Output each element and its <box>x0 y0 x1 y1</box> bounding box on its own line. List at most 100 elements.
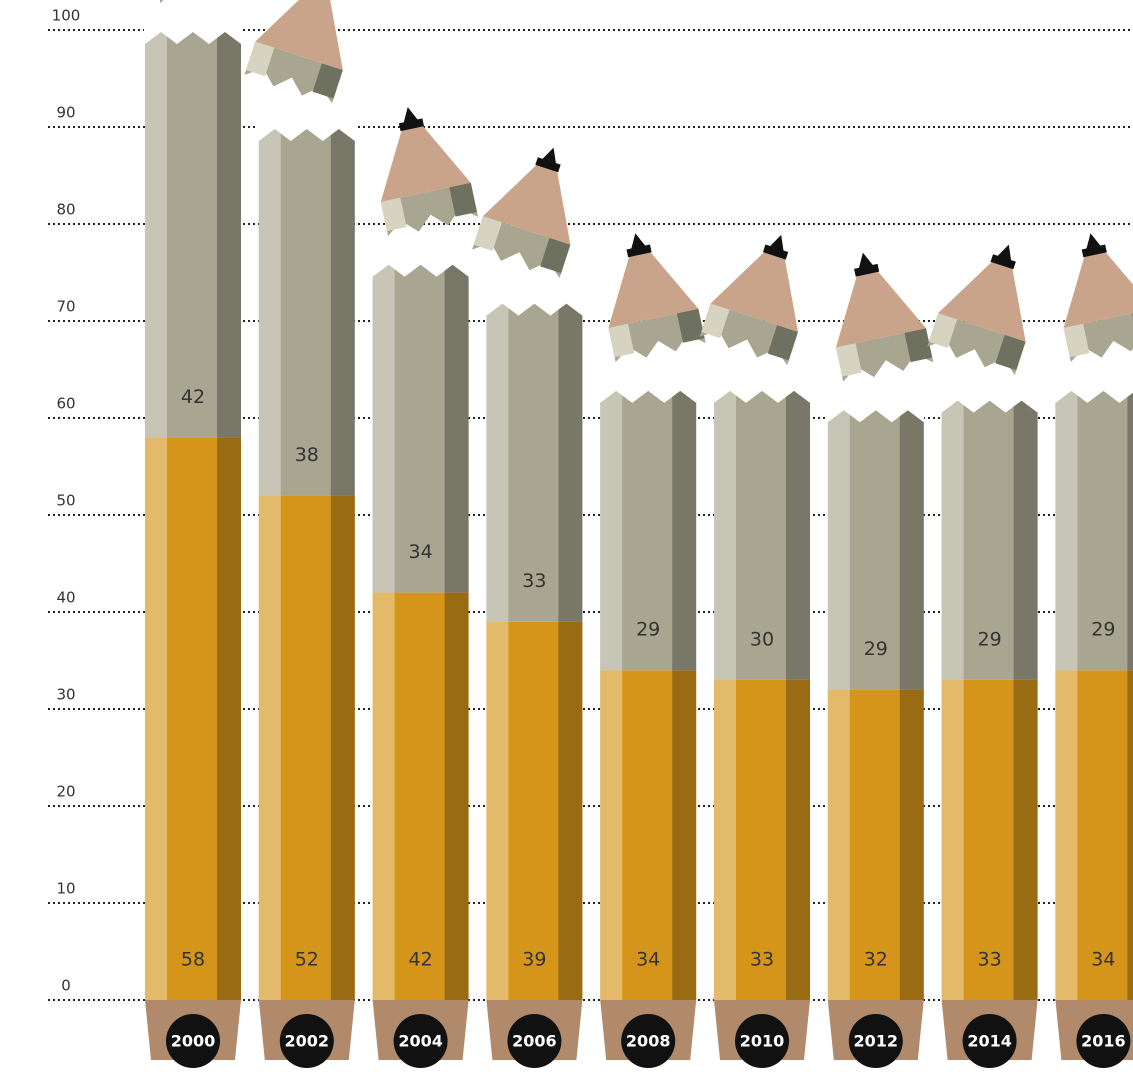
tip-collar-light <box>928 313 958 348</box>
broken-edge <box>143 16 243 44</box>
tip-collar-light <box>246 41 275 77</box>
x-tick-label: 2012 <box>854 1032 899 1051</box>
bar-highlight <box>486 301 509 622</box>
broken-edge <box>712 374 812 403</box>
bar-highlight <box>258 495 281 1000</box>
value-label: 30 <box>750 628 774 650</box>
value-label: 38 <box>295 444 319 466</box>
year-badge <box>621 1014 676 1068</box>
bar-segment <box>486 301 583 622</box>
bar-segment <box>1055 670 1133 1000</box>
bar-shadow <box>672 670 697 1000</box>
year-badge <box>279 1014 334 1068</box>
bar-segment <box>827 689 924 1000</box>
y-tick-label: 80 <box>56 201 75 219</box>
bar-shadow <box>1127 388 1133 671</box>
year-badge <box>848 1014 903 1068</box>
value-label: 29 <box>636 619 660 641</box>
bar-segment <box>941 398 1038 680</box>
tip-collar-dark <box>449 182 478 217</box>
broken-edge <box>484 287 585 316</box>
bar-highlight <box>1055 388 1078 671</box>
pencil-tip <box>472 147 571 278</box>
pencil: 52 38 2002 <box>244 0 357 1068</box>
pencil-tip <box>927 244 1026 375</box>
bar-highlight <box>600 670 623 1000</box>
tip-collar-light <box>701 303 730 339</box>
year-badge <box>962 1014 1017 1068</box>
bar-highlight <box>145 30 167 438</box>
value-label: 39 <box>522 949 546 971</box>
pencil: 32 29 2012 <box>825 252 934 1068</box>
broken-edge <box>1053 374 1133 403</box>
x-tick-label: 2000 <box>171 1032 216 1051</box>
bar-highlight <box>714 388 736 680</box>
x-tick-label: 2014 <box>967 1032 1012 1051</box>
bar-segment <box>1055 388 1133 671</box>
tip-collar-light <box>836 343 862 377</box>
bar-shadow <box>330 495 355 1000</box>
bar-segment <box>827 408 924 690</box>
bar-shadow <box>672 388 697 671</box>
pencil-tip <box>608 233 706 363</box>
tip-collar-dark <box>312 63 343 99</box>
y-tick-label: 20 <box>56 783 75 801</box>
tip-lead-band <box>762 244 789 260</box>
tip-wood <box>255 0 343 70</box>
broken-edge <box>825 394 926 423</box>
year-badge <box>735 1014 789 1068</box>
value-label: 32 <box>864 949 888 971</box>
x-tick-label: 2010 <box>740 1032 785 1051</box>
tip-wood <box>836 270 926 348</box>
bar-segment <box>600 388 697 671</box>
bar-highlight <box>941 398 964 680</box>
y-tick-label: 100 <box>52 7 81 25</box>
pencil-tip <box>1063 233 1133 363</box>
bar-shadow <box>558 301 583 622</box>
tip-lead-band <box>398 118 425 132</box>
tip-lead-band <box>854 263 880 277</box>
y-tick-label: 70 <box>56 298 75 316</box>
bar-highlight <box>372 262 395 593</box>
value-label: 29 <box>978 628 1002 650</box>
value-label: 29 <box>864 638 888 660</box>
bar-highlight <box>372 592 395 1000</box>
bar-segment <box>714 388 810 680</box>
y-tick-label: 10 <box>56 880 75 898</box>
pencil-tip <box>699 234 799 366</box>
tip-wood <box>482 163 571 245</box>
bar-highlight <box>145 437 167 1000</box>
pencil: 34 29 2008 <box>598 233 706 1068</box>
year-badge <box>507 1014 562 1068</box>
bar-segment <box>372 592 469 1000</box>
value-label: 33 <box>750 949 774 971</box>
y-tick-label: 40 <box>56 589 75 607</box>
y-tick-label: 90 <box>56 104 75 122</box>
value-label: 34 <box>636 949 660 971</box>
bar-shadow <box>786 679 810 1000</box>
tip-wood <box>710 250 799 332</box>
tip-collar-dark <box>676 308 705 343</box>
bar-shadow <box>1127 670 1133 1000</box>
value-label: 58 <box>181 949 205 971</box>
bar-shadow <box>444 592 469 1000</box>
bar-highlight <box>827 689 850 1000</box>
broken-edge <box>939 384 1040 413</box>
year-badge <box>1076 1014 1131 1068</box>
tip-collar-light <box>380 197 407 232</box>
tip-collar-dark <box>995 334 1026 371</box>
bar-highlight <box>258 127 281 496</box>
tip-lead-band <box>1081 244 1107 258</box>
tip-collar-dark <box>540 237 571 274</box>
bar-segment <box>258 127 355 496</box>
bar-segment <box>714 679 810 1000</box>
tip-wood <box>938 260 1026 342</box>
tip-collar-light <box>473 216 502 251</box>
year-badge <box>166 1014 220 1068</box>
pencil: 58 42 2000 <box>143 0 251 1068</box>
tip-wood <box>380 124 471 202</box>
bar-shadow <box>899 689 924 1000</box>
value-label: 42 <box>409 949 433 971</box>
